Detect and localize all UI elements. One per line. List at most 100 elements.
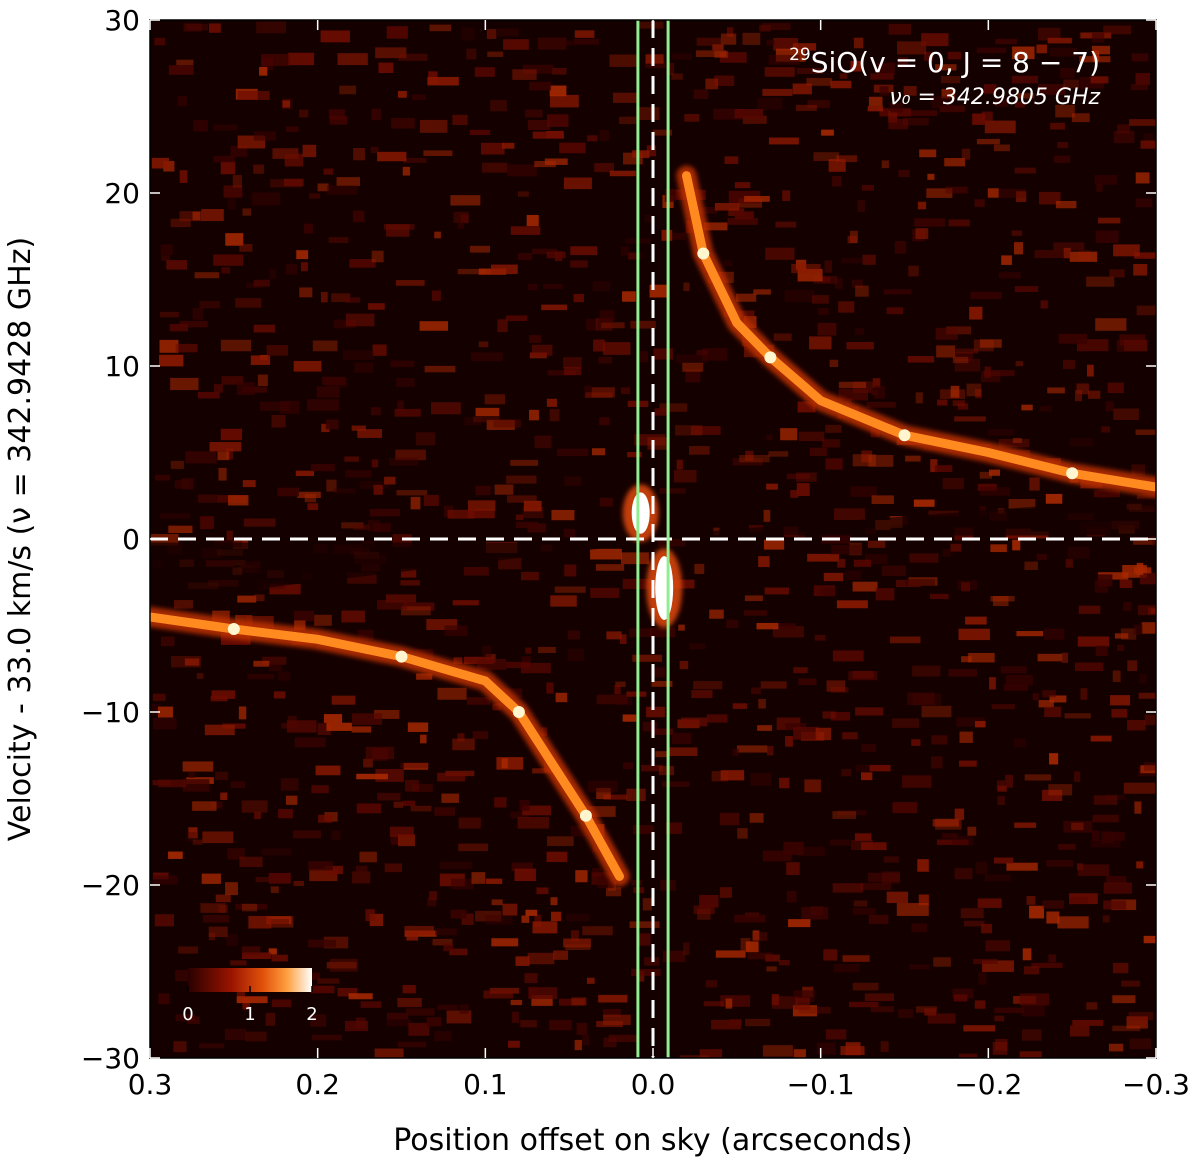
noise-speckle-cell [390,834,401,845]
noise-speckle-cell [924,1008,937,1016]
noise-speckle-cell [963,1025,996,1032]
noise-speckle-cell [1049,695,1067,703]
noise-speckle-cell [186,832,197,842]
noise-speckle-cell [852,907,876,915]
noise-speckle-cell [402,800,416,806]
noise-speckle-cell [934,465,953,473]
noise-speckle-cell [487,51,504,57]
noise-speckle-cell [236,996,268,1004]
noise-speckle-cell [967,826,977,836]
noise-speckle-cell [1098,217,1121,224]
noise-speckle-cell [563,357,582,369]
noise-speckle-cell [905,455,921,462]
noise-speckle-cell [696,37,722,46]
noise-speckle-cell [861,744,876,753]
noise-speckle-cell [599,497,613,507]
noise-speckle-cell [804,779,821,793]
noise-speckle-cell [1105,401,1114,412]
noise-speckle-cell [822,711,836,719]
noise-speckle-cell [693,89,709,100]
noise-speckle-cell [527,952,555,965]
noise-speckle-cell [935,64,957,71]
noise-speckle-cell [870,1006,894,1013]
noise-speckle-cell [296,250,309,260]
noise-speckle-cell [546,851,568,863]
noise-speckle-cell [734,182,751,189]
noise-speckle-cell [457,733,465,742]
noise-speckle-cell [634,434,666,446]
noise-speckle-cell [855,707,884,716]
noise-speckle-cell [475,485,491,496]
noise-speckle-cell [935,327,958,340]
noise-speckle-cell [768,54,800,65]
noise-speckle-cell [720,995,751,1007]
noise-speckle-cell [161,255,170,261]
noise-speckle-cell [318,814,333,823]
noise-speckle-cell [889,636,921,644]
noise-speckle-cell [763,539,785,550]
noise-speckle-cell [1135,172,1150,184]
noise-speckle-cell [627,451,642,458]
noise-speckle-cell [921,33,949,47]
noise-speckle-cell [516,521,538,529]
noise-speckle-cell [1121,980,1140,987]
noise-speckle-cell [374,709,400,719]
noise-speckle-cell [615,681,626,688]
noise-speckle-cell [160,244,173,255]
noise-speckle-cell [994,1015,1005,1022]
noise-speckle-cell [974,1000,986,1009]
noise-speckle-cell [629,921,660,928]
noise-speckle-cell [766,745,774,756]
noise-speckle-cell [977,898,1002,908]
noise-speckle-cell [1092,50,1100,62]
noise-speckle-cell [711,1019,742,1030]
noise-speckle-cell [420,734,427,744]
noise-speckle-cell [440,861,472,869]
noise-speckle-cell [612,92,637,103]
noise-speckle-cell [405,1008,435,1016]
noise-speckle-cell [1136,861,1144,869]
noise-speckle-cell [317,183,329,192]
noise-speckle [150,21,1156,1058]
noise-speckle-cell [449,948,468,956]
noise-speckle-cell [311,785,329,794]
noise-speckle-cell [1042,900,1064,909]
noise-speckle-cell [152,693,166,701]
noise-speckle-cell [256,21,286,34]
noise-speckle-cell [838,388,868,401]
noise-speckle-cell [408,1023,430,1036]
noise-speckle-cell [1053,242,1085,251]
noise-speckle-cell [402,985,416,994]
noise-speckle-cell [460,214,469,224]
noise-speckle-cell [391,118,415,129]
noise-speckle-cell [429,24,452,32]
noise-speckle-cell [837,559,846,568]
noise-speckle-cell [447,509,475,519]
noise-speckle-cell [845,570,862,580]
noise-speckle-cell [852,982,879,991]
noise-speckle-cell [1097,574,1113,587]
noise-speckle-cell [373,484,383,495]
track-red-shifted-arm-peak [1066,467,1079,480]
noise-speckle-cell [777,623,797,629]
noise-speckle-cell [238,706,247,720]
noise-speckle-cell [1038,700,1054,708]
noise-speckle-cell [779,777,790,789]
noise-speckle-cell [815,727,832,741]
noise-speckle-cell [270,886,279,893]
noise-speckle-cell [642,721,657,732]
noise-speckle-cell [1063,247,1071,259]
noise-speckle-cell [1135,198,1153,208]
noise-speckle-cell [1088,390,1101,399]
noise-speckle-cell [706,714,728,723]
y-tick-label: −10 [81,696,140,729]
noise-speckle-cell [842,955,870,962]
noise-speckle-cell [902,117,929,126]
noise-speckle-cell [563,40,573,46]
noise-speckle-cell [997,785,1007,792]
noise-speckle-cell [626,691,647,697]
noise-speckle-cell [356,803,382,814]
noise-speckle-cell [179,211,203,222]
noise-speckle-cell [547,114,569,127]
